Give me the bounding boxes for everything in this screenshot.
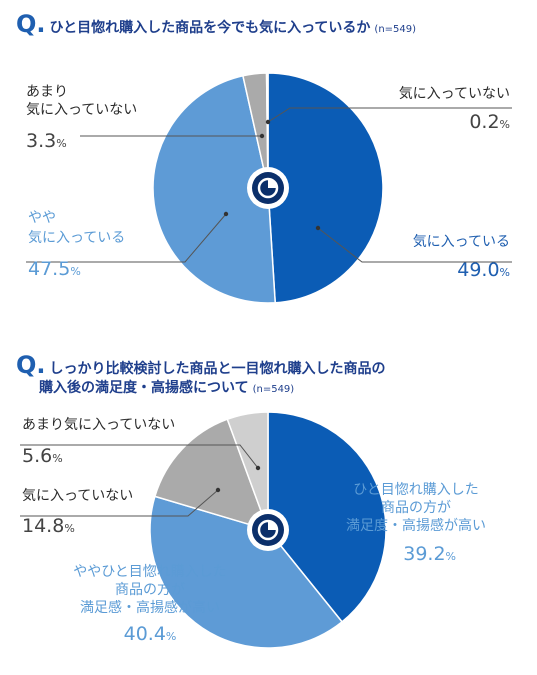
slice-label: 商品の方が (381, 500, 451, 516)
slice-label: ややひと目惚れ購入した (73, 564, 227, 580)
leader-dot (223, 211, 229, 217)
slice-label: 気に入っている (413, 234, 510, 250)
q-mark: Q. (16, 351, 46, 379)
slice-label: 気に入っている (28, 230, 125, 246)
data-label: 49.0% (457, 259, 510, 281)
leader-line (20, 444, 259, 469)
leader-dot (255, 465, 261, 471)
leader-dot (265, 119, 271, 125)
slice-label: ひと目惚れ購入した (353, 482, 479, 498)
leader-line (317, 227, 512, 263)
question-1-n: (n=549) (374, 24, 417, 35)
leader-dot (315, 225, 321, 231)
slice-label: 気に入っていない (22, 488, 133, 504)
leader-line (20, 489, 219, 517)
slice-label: あまり気に入っていない (22, 417, 175, 433)
slice-label: やや (28, 210, 56, 226)
leader-line (26, 213, 227, 263)
center-icon-wedge (268, 179, 277, 188)
question-1-text: ひと目惚れ購入した商品を今でも気に入っているか (49, 20, 371, 36)
slice-label: 気に入っていない (26, 102, 137, 118)
data-label: 5.6% (22, 445, 63, 467)
data-label: 3.3% (26, 130, 67, 152)
pie-slice (267, 72, 384, 304)
data-label: 0.2% (469, 111, 510, 133)
q-mark: Q. (16, 10, 46, 38)
data-label: 14.8% (22, 515, 75, 537)
data-label: 39.2% (403, 543, 456, 565)
question-2-title: Q. しっかり比較検討した商品と一目惚れ購入した商品の (16, 351, 386, 379)
question-2-title-cont: 購入後の満足度・高揚感について (n=549) (39, 377, 294, 397)
question-2-text-line1: しっかり比較検討した商品と一目惚れ購入した商品の (49, 361, 386, 377)
data-label: 47.5% (28, 258, 81, 280)
slice-label: 商品の方が (115, 582, 185, 598)
question-2-text-line2: 購入後の満足度・高揚感について (39, 380, 249, 396)
pie-slice (267, 411, 387, 623)
leader-line (267, 107, 512, 123)
center-icon-wedge (268, 521, 277, 530)
data-label: 40.4% (124, 623, 177, 645)
question-2-n: (n=549) (252, 384, 295, 395)
pie-slice (153, 418, 270, 532)
slice-label: あまり (26, 84, 68, 100)
pie-slice (226, 411, 269, 531)
leader-dot (215, 487, 221, 493)
slice-label: 満足感・高揚感が高い (80, 599, 220, 616)
pie-slice (265, 72, 269, 189)
slice-label: 気に入っていない (399, 86, 510, 102)
pie-slice (152, 74, 277, 304)
leader-dot (259, 133, 265, 139)
question-1-title: Q. ひと目惚れ購入した商品を今でも気に入っているか (n=549) (16, 10, 416, 38)
slice-label: 満足度・高揚感が高い (346, 517, 486, 534)
pie-slice (149, 495, 344, 649)
